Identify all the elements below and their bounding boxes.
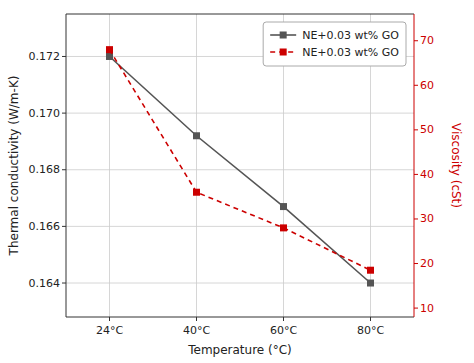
y-tick-label: 0.172 bbox=[29, 50, 61, 63]
grid-line bbox=[66, 169, 414, 170]
y-tick-label: 0.170 bbox=[29, 107, 61, 120]
legend-box bbox=[263, 22, 406, 66]
y2-axis-line bbox=[414, 14, 415, 317]
y2-tick-label: 60 bbox=[420, 79, 434, 92]
point-marker bbox=[193, 132, 200, 139]
y2-tick-label: 10 bbox=[420, 302, 434, 315]
y2-axis-label: Viscosity (cSt) bbox=[449, 123, 463, 208]
x-axis-label: Temperature (°C) bbox=[187, 343, 292, 357]
grid-line bbox=[66, 283, 414, 284]
legend-item: NE+0.03 wt% GO bbox=[270, 29, 399, 42]
frame-top bbox=[66, 14, 414, 15]
x-tick bbox=[196, 317, 197, 321]
point-marker bbox=[367, 280, 374, 287]
x-tick bbox=[109, 317, 110, 321]
y-tick-label: 0.168 bbox=[29, 163, 61, 176]
y2-tick bbox=[414, 174, 418, 175]
grid-line bbox=[66, 226, 414, 227]
x-tick bbox=[370, 317, 371, 321]
grid-line bbox=[196, 14, 197, 317]
point-marker bbox=[193, 189, 200, 196]
y2-tick bbox=[414, 129, 418, 130]
y-axis-line bbox=[66, 14, 67, 317]
y2-tick-label: 20 bbox=[420, 257, 434, 270]
series-line bbox=[110, 50, 371, 271]
x-tick-label: 40°C bbox=[183, 324, 210, 337]
legend-marker bbox=[280, 32, 287, 39]
y2-tick bbox=[414, 85, 418, 86]
series-line bbox=[110, 56, 371, 283]
y-tick-label: 0.164 bbox=[29, 277, 61, 290]
x-tick-label: 60°C bbox=[270, 324, 297, 337]
legend-label: NE+0.03 wt% GO bbox=[302, 46, 399, 59]
y-tick bbox=[62, 283, 66, 284]
x-axis-line bbox=[66, 317, 414, 318]
y2-tick bbox=[414, 40, 418, 41]
point-marker bbox=[280, 203, 287, 210]
y-tick-label: 0.166 bbox=[29, 220, 61, 233]
legend-label: NE+0.03 wt% GO bbox=[302, 29, 399, 42]
y-tick bbox=[62, 113, 66, 114]
legend-marker bbox=[280, 49, 287, 56]
legend-item: NE+0.03 wt% GO bbox=[270, 46, 399, 59]
y-tick bbox=[62, 226, 66, 227]
point-marker bbox=[106, 53, 113, 60]
y-tick bbox=[62, 169, 66, 170]
x-tick-label: 24°C bbox=[96, 324, 123, 337]
x-tick-label: 80°C bbox=[357, 324, 384, 337]
y2-tick-label: 30 bbox=[420, 212, 434, 225]
y-axis-label: Thermal conductivity (W/m-K) bbox=[7, 76, 21, 257]
point-marker bbox=[367, 267, 374, 274]
grid bbox=[66, 14, 414, 317]
point-marker bbox=[280, 224, 287, 231]
chart: 0.164 0.166 0.168 0.170 0.172 10 20 30 40 50 60 70 2… bbox=[0, 0, 474, 363]
y2-tick bbox=[414, 263, 418, 264]
y2-tick-label: 40 bbox=[420, 168, 434, 181]
y-tick bbox=[62, 56, 66, 57]
plot-area bbox=[106, 46, 374, 286]
grid-line bbox=[66, 113, 414, 114]
y2-tick-label: 50 bbox=[420, 123, 434, 136]
x-tick bbox=[283, 317, 284, 321]
point-marker bbox=[106, 46, 113, 53]
y2-tick bbox=[414, 218, 418, 219]
y2-tick bbox=[414, 308, 418, 309]
legend: NE+0.03 wt% GO NE+0.03 wt% GO bbox=[263, 22, 406, 66]
background bbox=[0, 0, 474, 363]
y2-tick-label: 70 bbox=[420, 34, 434, 47]
